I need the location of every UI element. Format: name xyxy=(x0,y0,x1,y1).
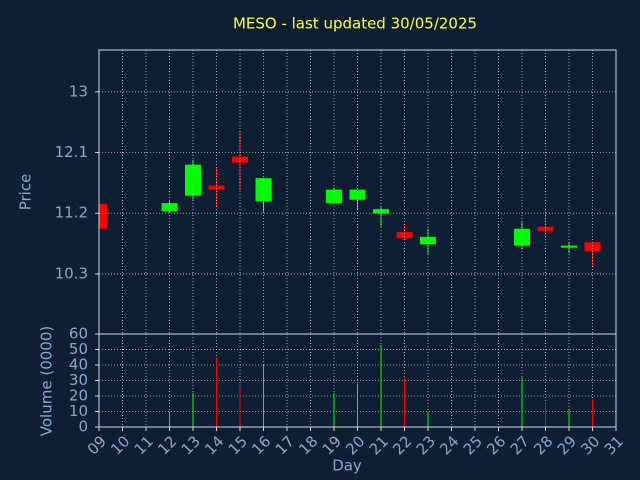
x-tick-label: 26 xyxy=(483,432,509,458)
x-tick-label: 14 xyxy=(201,432,227,458)
candle-body xyxy=(396,232,413,239)
x-tick-label: 22 xyxy=(389,432,415,458)
candle-body xyxy=(232,156,248,163)
y-tick-label: 10 xyxy=(69,402,88,420)
candle-body xyxy=(326,189,342,204)
candle-body xyxy=(561,245,577,248)
candle-body xyxy=(584,242,601,252)
candle-body xyxy=(537,226,554,231)
x-tick-label: 19 xyxy=(319,432,345,458)
chart-title: MESO - last updated 30/05/2025 xyxy=(233,15,477,33)
candle-body xyxy=(185,164,201,196)
x-tick-label: 20 xyxy=(342,432,368,458)
x-tick-label: 13 xyxy=(178,432,204,458)
y-tick-label: 13 xyxy=(69,82,88,100)
y-tick-label: 40 xyxy=(69,356,88,374)
x-tick-label: 18 xyxy=(295,432,321,458)
x-tick-label: 12 xyxy=(154,432,180,458)
x-tick-label: 17 xyxy=(272,432,298,458)
x-tick-label: 30 xyxy=(577,432,603,458)
x-tick-label: 21 xyxy=(366,432,392,458)
candle-body xyxy=(99,203,107,229)
candle-body xyxy=(514,228,530,246)
x-tick-label: 11 xyxy=(131,432,157,458)
x-tick-label: 09 xyxy=(84,432,110,458)
y-tick-label: 11.2 xyxy=(55,204,88,222)
candle-body xyxy=(255,178,272,202)
y-tick-label: 0 xyxy=(78,418,88,436)
candle-body xyxy=(161,203,178,212)
y-tick-label: 30 xyxy=(69,371,88,389)
x-tick-label: 25 xyxy=(460,432,486,458)
price-plot xyxy=(99,131,601,268)
y-tick-label: 20 xyxy=(69,387,88,405)
x-tick-label: 15 xyxy=(225,432,251,458)
candle-body xyxy=(420,236,436,245)
x-tick-label: 16 xyxy=(248,432,274,458)
x-tick-label: 28 xyxy=(530,432,556,458)
x-tick-label: 29 xyxy=(554,432,580,458)
x-axis-label: Day xyxy=(332,457,362,475)
candle-body xyxy=(208,185,225,190)
candle-body xyxy=(373,209,389,214)
x-tick-label: 23 xyxy=(413,432,439,458)
y-tick-label: 12.1 xyxy=(55,143,88,161)
y-tick-label: 50 xyxy=(69,340,88,358)
x-tick-label: 31 xyxy=(601,432,627,458)
x-tick-label: 27 xyxy=(507,432,533,458)
x-tick-label: 24 xyxy=(436,432,462,458)
x-tick-label: 10 xyxy=(107,432,133,458)
y-axis-label: Price xyxy=(17,174,35,211)
y-tick-label: 10.3 xyxy=(55,264,88,282)
y-axis-label: Volume (0000) xyxy=(38,326,56,436)
y-tick-label: 60 xyxy=(69,325,88,343)
